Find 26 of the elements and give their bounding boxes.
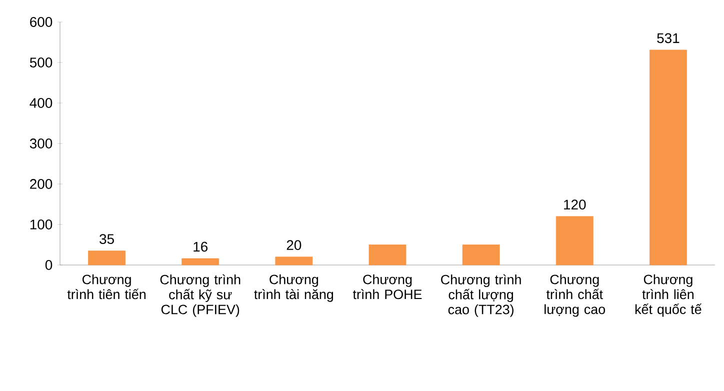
x-tick-label: Chương trình tiên tiến: [67, 274, 146, 300]
y-tick-label: 600: [30, 17, 52, 27]
y-tick-label: 100: [30, 220, 52, 230]
data-label: 20: [286, 240, 302, 250]
y-tick-label: 300: [30, 138, 52, 148]
bar: [556, 216, 594, 266]
y-tick-label: 0: [45, 260, 52, 270]
x-tick-label: Chương trình chất lượng cao (TT23): [441, 274, 521, 317]
x-tick-label: Chương trình chất kỹ sư CLC (PFIEV): [160, 274, 240, 317]
bar: [182, 258, 220, 266]
x-tick-label: Chương trình tài năng: [254, 274, 334, 302]
y-tick-label: 400: [30, 98, 52, 108]
data-label: 16: [194, 242, 208, 252]
bar: [462, 244, 500, 266]
bar: [650, 50, 687, 266]
x-tick-label: Chương trình liên kết quốc tế: [635, 274, 702, 317]
x-tick-label: Chương trình chất lượng cao: [544, 274, 606, 317]
y-tick-label: 500: [30, 58, 52, 68]
data-label: 35: [100, 234, 114, 244]
data-label: 120: [564, 200, 586, 210]
bar: [88, 250, 126, 266]
y-tick-label: 200: [30, 179, 52, 189]
data-label: 531: [657, 33, 680, 44]
bar: [368, 244, 406, 266]
bar: [275, 256, 313, 266]
x-tick-label: Chương trình POHE: [352, 274, 422, 300]
